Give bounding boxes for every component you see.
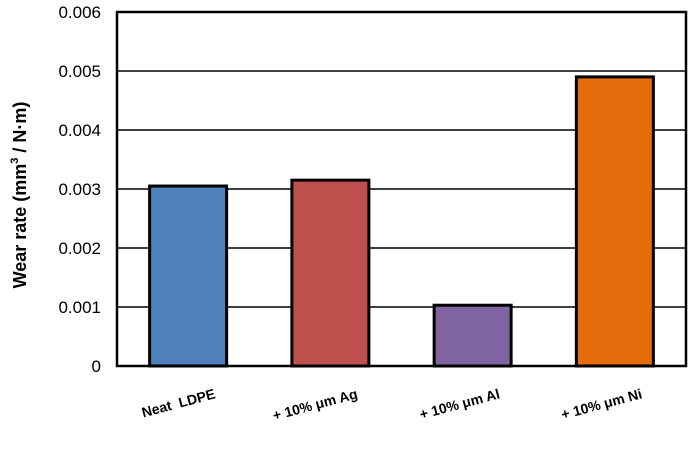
- x-category-label: + 10% μm Ni: [559, 385, 643, 422]
- bar-3: [432, 303, 513, 368]
- y-tick-label: 0.002: [58, 239, 101, 258]
- x-axis-categories: Neat LDPE + 10% μm Ag + 10% μm Al + 10% μm …: [140, 385, 644, 423]
- y-tick-label: 0.006: [58, 3, 101, 22]
- y-axis-ticks: 0 0.001 0.002 0.003 0.004 0.005 0.006: [58, 3, 101, 376]
- bar-4: [574, 75, 655, 368]
- x-category-label: Neat LDPE: [140, 385, 217, 420]
- y-tick-label: 0: [92, 357, 101, 376]
- x-category-label: + 10% μm Al: [418, 385, 502, 422]
- x-category-label: + 10% μm Ag: [271, 385, 359, 423]
- bars: [148, 75, 655, 368]
- bar-2: [290, 178, 371, 368]
- y-tick-label: 0.004: [58, 121, 101, 140]
- y-axis-title: Wear rate (mm3 / N·m): [9, 102, 30, 289]
- bar-1: [148, 184, 229, 368]
- plot-area-frame: [115, 10, 688, 368]
- y-tick-label: 0.003: [58, 180, 101, 199]
- y-tick-label: 0.001: [58, 298, 101, 317]
- y-tick-label: 0.005: [58, 62, 101, 81]
